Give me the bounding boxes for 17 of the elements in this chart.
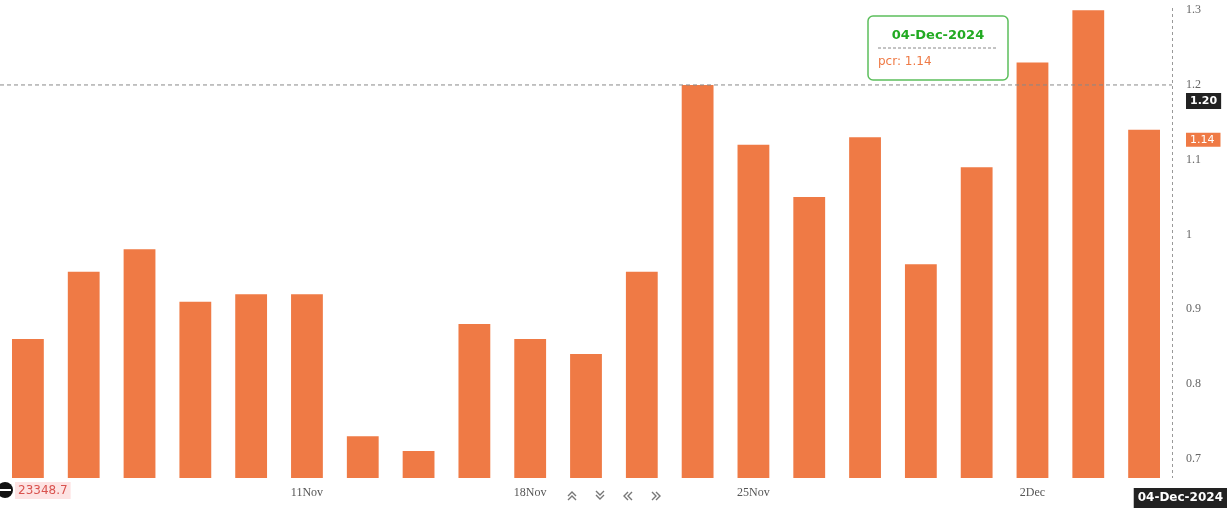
- y-tick-label: 1.1: [1186, 151, 1201, 166]
- x-tick-label: 18Nov: [513, 485, 547, 500]
- y-tick-label: 1.3: [1186, 2, 1201, 17]
- annotation: 04-Dec-2024: [891, 27, 985, 43]
- y-tick-label: 1: [1186, 226, 1192, 241]
- y-tick-label: 0.7: [1186, 450, 1201, 465]
- ref-line-label: 1.20: [1190, 93, 1218, 107]
- text: 23348.7: [18, 483, 68, 498]
- text: 04-Dec-2024: [1137, 490, 1224, 505]
- x-tick-label: 25Nov: [737, 485, 770, 500]
- annotation: pcr: 1.14: [878, 54, 932, 69]
- text: 1.14: [1190, 132, 1215, 146]
- y-tick-label: 0.8: [1186, 376, 1201, 391]
- y-tick-label: 1.2: [1186, 77, 1201, 92]
- x-tick-label: 2Dec: [1019, 485, 1046, 500]
- y-tick-label: 0.9: [1186, 301, 1201, 316]
- x-tick-label: 11Nov: [290, 485, 324, 500]
